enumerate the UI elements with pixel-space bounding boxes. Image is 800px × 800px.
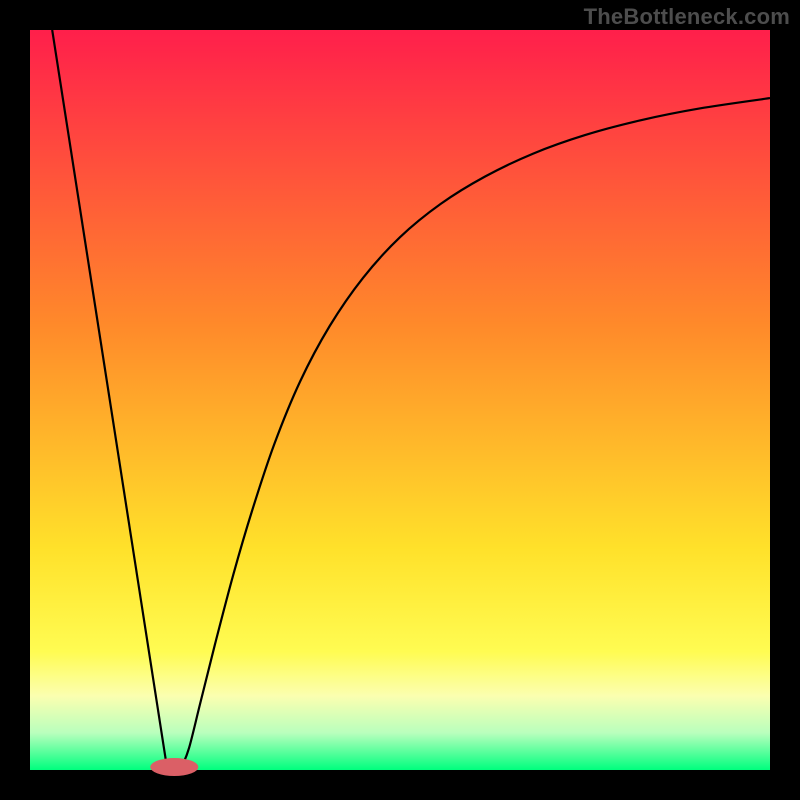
watermark-text: TheBottleneck.com (584, 4, 790, 30)
optimal-range-marker (150, 758, 198, 776)
chart-container: TheBottleneck.com (0, 0, 800, 800)
bottleneck-chart (0, 0, 800, 800)
plot-background (30, 30, 770, 770)
